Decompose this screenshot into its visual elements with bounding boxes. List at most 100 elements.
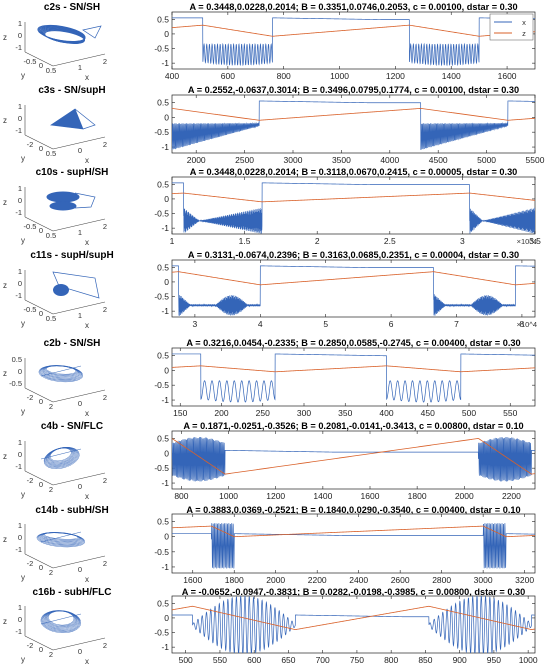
x-tick-label: 1 xyxy=(170,236,175,246)
plot-area xyxy=(171,430,536,490)
x-tick-label: 550 xyxy=(213,655,227,665)
y-tick-label: 0.5 xyxy=(157,262,169,272)
y-tick-label: 0 xyxy=(164,365,169,375)
z-tick-label: 0 xyxy=(18,450,22,459)
z-tick-label: 0 xyxy=(18,533,22,542)
x-tick-label: 3500 xyxy=(332,155,351,165)
x-tick-label: 1600 xyxy=(183,575,202,585)
x-tick-label: 1400 xyxy=(313,491,332,501)
chart-title: A = 0.3448,0.0228,0.2014; B = 0.3118,0.0… xyxy=(190,167,518,177)
series-z-line xyxy=(172,438,535,475)
y-axis-line xyxy=(24,635,54,651)
x-tick-label: 1200 xyxy=(266,491,285,501)
series-group xyxy=(172,100,535,151)
x-tick-label: 0 xyxy=(78,565,82,574)
x-tick-label: 2000 xyxy=(187,155,206,165)
legend-label-x: x xyxy=(522,18,526,27)
x-tick-label: 6 xyxy=(389,319,394,329)
y-tick-label: -1 xyxy=(161,142,169,152)
x-axis-line xyxy=(52,472,106,486)
x-axis-line xyxy=(52,53,106,67)
x-tick-label: 1.5 xyxy=(239,236,251,246)
x-tick-label: 600 xyxy=(221,71,235,81)
y-axis-label: y xyxy=(21,573,25,582)
x-tick-label: 0 xyxy=(78,146,82,155)
trajectory-line xyxy=(40,613,82,625)
z-tick-label: 1 xyxy=(18,438,22,447)
trajectory-loop xyxy=(46,365,77,375)
x-tick-label: 2200 xyxy=(502,491,521,501)
x-tick-label: 450 xyxy=(421,408,435,418)
y-tick-label: -0.5 xyxy=(154,127,169,137)
y-axis-line xyxy=(24,216,54,232)
x-tick-label: 350 xyxy=(338,408,352,418)
y-axis-label: y xyxy=(21,236,25,245)
y-axis-label: y xyxy=(21,490,25,499)
x-axis-line xyxy=(52,389,106,403)
x-tick-label: 2200 xyxy=(308,575,327,585)
y-tick-label: -1 xyxy=(161,642,169,652)
z-axis-label: z xyxy=(3,116,7,125)
x-axis-line xyxy=(52,218,106,232)
x-tick-label: 300 xyxy=(297,408,311,418)
trajectory-return xyxy=(52,271,100,299)
x-tick-label: 650 xyxy=(281,655,295,665)
chart-panel: c2s - SN/SH A = 0.3448,0.0228,0.2014; B =… xyxy=(44,2,536,81)
panel-label: c14b - subH/SH xyxy=(35,505,108,516)
trajectory-loop xyxy=(44,532,79,540)
series-x-line xyxy=(172,436,535,482)
x-tick-label: 2500 xyxy=(235,155,254,165)
legend-box xyxy=(489,13,534,41)
x-tick-label: 400 xyxy=(379,408,393,418)
z-tick-label: 0 xyxy=(18,279,22,288)
z-tick-label: -1 xyxy=(15,43,22,52)
y-tick-label: 0.5 xyxy=(46,66,56,75)
panel-label: c2s - SN/SH xyxy=(44,2,100,13)
x-tick-label: 150 xyxy=(173,408,187,418)
x-tick-label: 2600 xyxy=(391,575,410,585)
y-tick-label: 0 xyxy=(39,645,43,654)
y-axis-line xyxy=(24,553,54,569)
y-tick-label: 0 xyxy=(39,480,43,489)
y-tick-label: -0.5 xyxy=(154,380,169,390)
z-tick-label: -1 xyxy=(15,126,22,135)
y-tick-label: 0 xyxy=(164,613,169,623)
x-tick-label: 1 xyxy=(78,228,82,237)
y-tick-label: -0.5 xyxy=(154,44,169,54)
z-tick-label: 0 xyxy=(18,31,22,40)
z-axis-label: z xyxy=(3,535,7,544)
z-tick-label: 0 xyxy=(18,114,22,123)
series-group xyxy=(172,265,535,316)
x-axis-line xyxy=(52,136,106,150)
x-tick-label: 2 xyxy=(103,305,107,314)
series-z-line xyxy=(172,24,535,37)
series-z-line xyxy=(172,605,535,630)
chart-title: A = 0.2552,-0.0637,0.3014; B = 0.3496,0.… xyxy=(188,85,519,95)
z-axis-label: z xyxy=(3,198,7,207)
series-group xyxy=(172,436,535,482)
x-tick-label: 3000 xyxy=(284,155,303,165)
y-axis-label: y xyxy=(21,154,25,163)
x-tick-label: 2 xyxy=(103,222,107,231)
x-axis-label: x xyxy=(85,575,89,584)
x-axis-label: x xyxy=(85,73,89,82)
x-tick-label: 2.5 xyxy=(384,236,396,246)
y-tick-label: -1 xyxy=(161,58,169,68)
chart-panel: c2b - SN/SH A = 0.3216,0.0454,-0.2335; B … xyxy=(44,338,536,418)
y-tick-label: 0.5 xyxy=(46,149,56,158)
y-axis-label: y xyxy=(21,319,25,328)
x-tick-label: 1200 xyxy=(386,71,405,81)
series-group xyxy=(172,596,535,653)
z-tick-label: -1 xyxy=(15,627,22,636)
trajectory-filled xyxy=(50,108,84,130)
x-tick-label: 1 xyxy=(78,63,82,72)
y-tick-label: -0.5 xyxy=(154,628,169,638)
y-tick-label: 2 xyxy=(49,402,53,411)
x-tick-label: 2000 xyxy=(266,575,285,585)
z-tick-label: 1 xyxy=(18,521,22,530)
chart-title: A = 0.1871,-0.0251,-0.3526; B = 0.2081,-… xyxy=(183,421,523,431)
y-tick-label: 2 xyxy=(49,568,53,577)
y-tick-label: -1 xyxy=(161,306,169,316)
z-tick-label: -1 xyxy=(15,208,22,217)
